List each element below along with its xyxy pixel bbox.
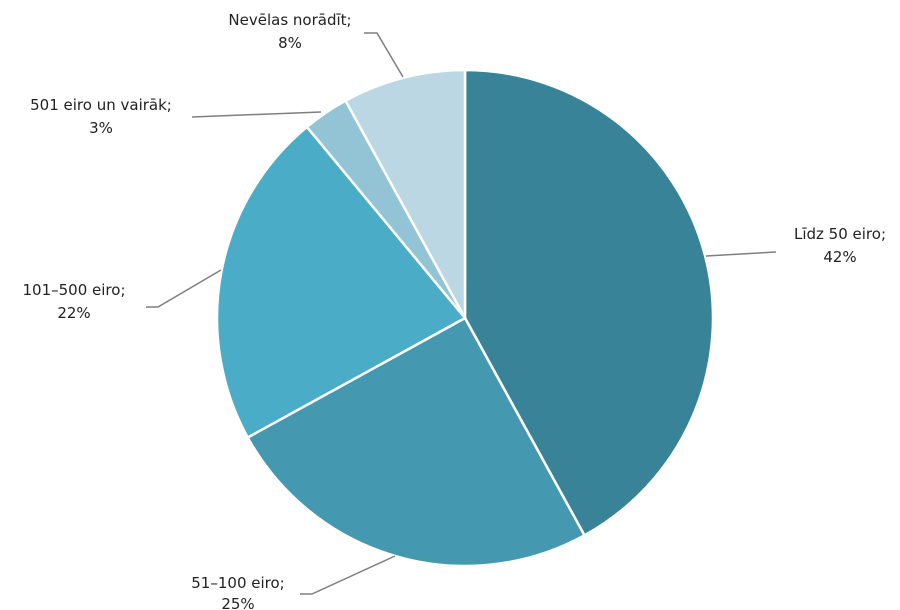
label-slice-2-category: 101–500 eiro; — [23, 281, 126, 299]
label-slice-2-value: 22% — [57, 304, 90, 322]
label-slice-1-category: 51–100 eiro; — [191, 574, 284, 592]
pie-slice-2 — [215, 125, 467, 439]
label-slice-3-value: 3% — [89, 119, 113, 137]
leader-line-0 — [705, 251, 777, 257]
leader-line-2 — [146, 269, 222, 308]
label-slice-3: 501 eiro un vairāk; 3% — [30, 96, 172, 137]
label-slice-3-category: 501 eiro un vairāk; — [30, 96, 172, 114]
pie-slice-1 — [246, 316, 586, 568]
label-slice-4-value: 8% — [278, 34, 302, 52]
pie-slice-0 — [463, 68, 715, 537]
leader-lines — [146, 32, 777, 595]
label-slice-0-category: Līdz 50 eiro; — [794, 225, 886, 243]
pie-slice-4 — [344, 68, 467, 320]
label-slice-4: Nevēlas norādīt; 8% — [228, 11, 351, 52]
label-slice-1: 51–100 eiro; 25% — [191, 574, 284, 610]
label-slice-1-value: 25% — [221, 595, 254, 610]
label-slice-0: Līdz 50 eiro; 42% — [794, 225, 886, 266]
leader-line-3 — [191, 111, 322, 118]
label-slice-4-category: Nevēlas norādīt; — [228, 11, 351, 29]
label-slice-0-value: 42% — [823, 248, 856, 266]
data-labels: Līdz 50 eiro; 42% 51–100 eiro; 25% 101–5… — [23, 11, 887, 610]
pie-slices — [215, 68, 715, 568]
label-slice-2: 101–500 eiro; 22% — [23, 281, 126, 322]
leader-line-1 — [300, 555, 396, 595]
leader-line-4 — [364, 32, 404, 78]
